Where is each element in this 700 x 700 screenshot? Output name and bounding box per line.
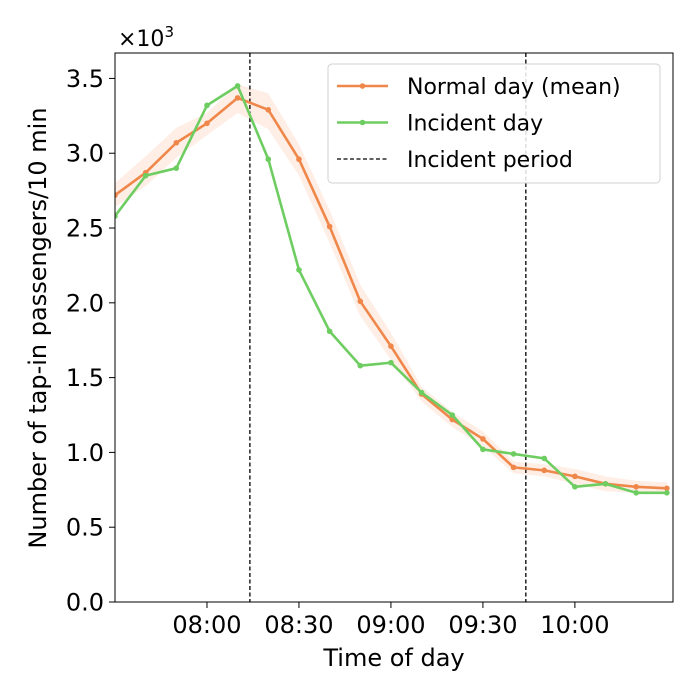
incident-day-point (115, 213, 118, 219)
y-axis: 0.0 0.5 1.0 1.5 2.0 2.5 3.0 3.5 (66, 65, 115, 617)
y-tick-label: 0.0 (66, 589, 104, 617)
normal-day-point (357, 298, 364, 305)
incident-day-point (664, 489, 670, 496)
normal-day-point (296, 156, 302, 163)
incident-day-point (449, 412, 456, 418)
incident-day-point (418, 389, 425, 396)
x-tick-label: 08:30 (264, 611, 333, 639)
legend-incident-period-label: Incident period (407, 148, 573, 173)
normal-day-point (115, 192, 118, 198)
y-multiplier-exponent: 3 (164, 23, 174, 41)
plot-clipped-group (115, 53, 670, 602)
legend-incident-day-label: Incident day (407, 112, 543, 137)
normal-day-point (204, 120, 210, 127)
normal-day-point (541, 467, 548, 474)
legend-box (327, 63, 661, 184)
normal-day-point (664, 485, 670, 492)
incident-day-point (234, 83, 241, 89)
incident-day-point (265, 156, 272, 163)
y-tick-label: 3.0 (66, 140, 104, 168)
normal-day-point (234, 95, 241, 101)
y-tick-label: 2.0 (66, 289, 104, 317)
legend-incident-day-marker (359, 119, 366, 126)
incident-day-point (204, 102, 210, 109)
normal-day-point (388, 343, 394, 349)
normal-day-point (173, 139, 180, 146)
normal-day-point (480, 436, 486, 442)
incident-day-point (142, 172, 149, 179)
y-multiplier-base: ×10 (118, 27, 164, 52)
normal-day-point (572, 473, 578, 480)
normal-day-point (326, 223, 333, 230)
normal-day-point (510, 464, 517, 471)
normal-day-point (633, 484, 640, 490)
y-axis-multiplier: ×103 (118, 23, 174, 52)
plot-area (115, 53, 670, 602)
y-tick-label: 1.5 (66, 364, 104, 392)
incident-day-point (572, 484, 578, 490)
x-tick-label: 08:00 (172, 611, 241, 639)
x-axis: 08:00 08:30 09:00 09:30 10:00 (172, 602, 609, 639)
legend: Normal day (mean) Incident day Incident pe… (327, 63, 661, 184)
x-tick-label: 09:30 (448, 611, 517, 639)
normal-day-point (265, 107, 272, 113)
y-tick-label: 1.0 (66, 439, 104, 467)
y-tick-label: 2.5 (66, 215, 104, 243)
incident-day-point (326, 328, 333, 335)
incident-day-point (602, 481, 609, 487)
incident-day-point (633, 489, 640, 496)
plot-frame (114, 52, 674, 603)
incident-day-point (296, 267, 302, 273)
incident-day-point (541, 455, 548, 462)
x-tick-label: 09:00 (356, 611, 425, 639)
incident-day-point (510, 451, 517, 457)
x-tick-label: 10:00 (540, 611, 609, 639)
x-axis-label: Time of day (322, 644, 464, 672)
y-tick-label: 0.5 (66, 514, 104, 542)
incident-day-point (357, 362, 364, 369)
legend-normal-day-label: Normal day (mean) (407, 75, 621, 100)
legend-normal-day-marker (359, 83, 366, 89)
incident-day-point (480, 446, 486, 453)
y-tick-label: 3.5 (66, 65, 104, 93)
y-axis-label: Number of tap-in passengers/10 min (24, 107, 52, 548)
incident-day-point (388, 359, 394, 366)
incident-day-point (173, 165, 180, 171)
